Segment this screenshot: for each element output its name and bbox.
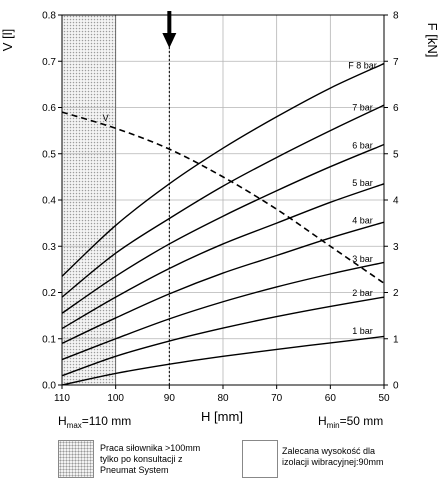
hmax-label: Hmax=110 mm xyxy=(58,414,131,430)
y-right-tick-label: 8 xyxy=(393,11,399,22)
tick-labels: 110 100 90 80 70 60 500.00.10.20.30.40.50.60.7… xyxy=(42,11,399,405)
series-label-0: 1 bar xyxy=(352,326,373,336)
y-right-tick-label: 1 xyxy=(393,334,399,345)
series-line-8 xyxy=(61,111,385,284)
series-line-0 xyxy=(61,335,385,386)
series-line-1 xyxy=(61,296,385,377)
x-tick-label: 50 xyxy=(378,393,390,404)
x-tick-label: 90 xyxy=(164,393,176,404)
x-tick-label: 80 xyxy=(217,393,229,404)
series-label-4: 5 bar xyxy=(352,178,373,188)
y-left-tick-label: 0.6 xyxy=(42,103,56,114)
series-label-6: 7 bar xyxy=(352,102,373,112)
y-right-tick-label: 4 xyxy=(393,196,399,207)
y-left-tick-label: 0.8 xyxy=(42,11,56,22)
series-line-5 xyxy=(61,143,385,314)
hmin-label: Hmin=50 mm xyxy=(318,414,383,430)
y-left-tick-label: 0.4 xyxy=(42,196,56,207)
y-right-tick-label: 2 xyxy=(393,288,399,299)
series-label-8: V xyxy=(103,113,109,123)
series-labels: 1 bar 2 bar 3 bar 4 bar 5 bar 6 bar 7 bar F 8 b… xyxy=(103,60,377,336)
series-line-3 xyxy=(61,221,385,345)
series-line-4 xyxy=(61,183,385,330)
series-label-1: 2 bar xyxy=(352,288,373,298)
series-label-3: 4 bar xyxy=(352,215,373,225)
y-left-tick-label: 0.1 xyxy=(42,334,56,345)
x-tick-label: 100 xyxy=(107,393,124,404)
series-label-7: F 8 bar xyxy=(348,60,377,70)
marker xyxy=(162,11,177,385)
series-line-2 xyxy=(61,261,385,361)
y-right-tick-label: 6 xyxy=(393,103,399,114)
legend-hatch-swatch xyxy=(58,440,94,478)
legend-arrow-swatch xyxy=(242,440,278,478)
x-tick-label: 110 xyxy=(54,393,70,404)
series-label-2: 3 bar xyxy=(352,254,373,264)
y-left-label: V [l] xyxy=(0,29,15,51)
y-left-tick-label: 0.5 xyxy=(42,149,56,160)
y-left-tick-label: 0.0 xyxy=(42,381,56,392)
y-right-tick-label: 0 xyxy=(393,381,399,392)
y-right-tick-label: 3 xyxy=(393,242,399,253)
marker-arrow-icon xyxy=(162,33,177,48)
series-label-5: 6 bar xyxy=(352,140,373,150)
legend-arrow-text: Zalecana wysokość dla izolacji wibracyjn… xyxy=(282,446,384,467)
legend-hatch-text: Praca siłownika >100mm tylko po konsulta… xyxy=(100,443,201,475)
y-left-tick-label: 0.3 xyxy=(42,242,56,253)
series-line-6 xyxy=(61,104,385,298)
y-left-tick-label: 0.2 xyxy=(42,288,56,299)
marker-arrow-shaft xyxy=(167,11,172,35)
y-right-tick-label: 5 xyxy=(393,149,399,160)
curves xyxy=(61,62,385,386)
x-tick-label: 70 xyxy=(271,393,283,404)
y-left-tick-label: 0.7 xyxy=(42,57,56,68)
x-axis-label: H [mm] xyxy=(201,409,243,424)
x-tick-label: 60 xyxy=(325,393,337,404)
y-right-label: F [kN] xyxy=(425,23,440,58)
y-right-tick-label: 7 xyxy=(393,57,399,68)
series-line-7 xyxy=(61,62,385,277)
